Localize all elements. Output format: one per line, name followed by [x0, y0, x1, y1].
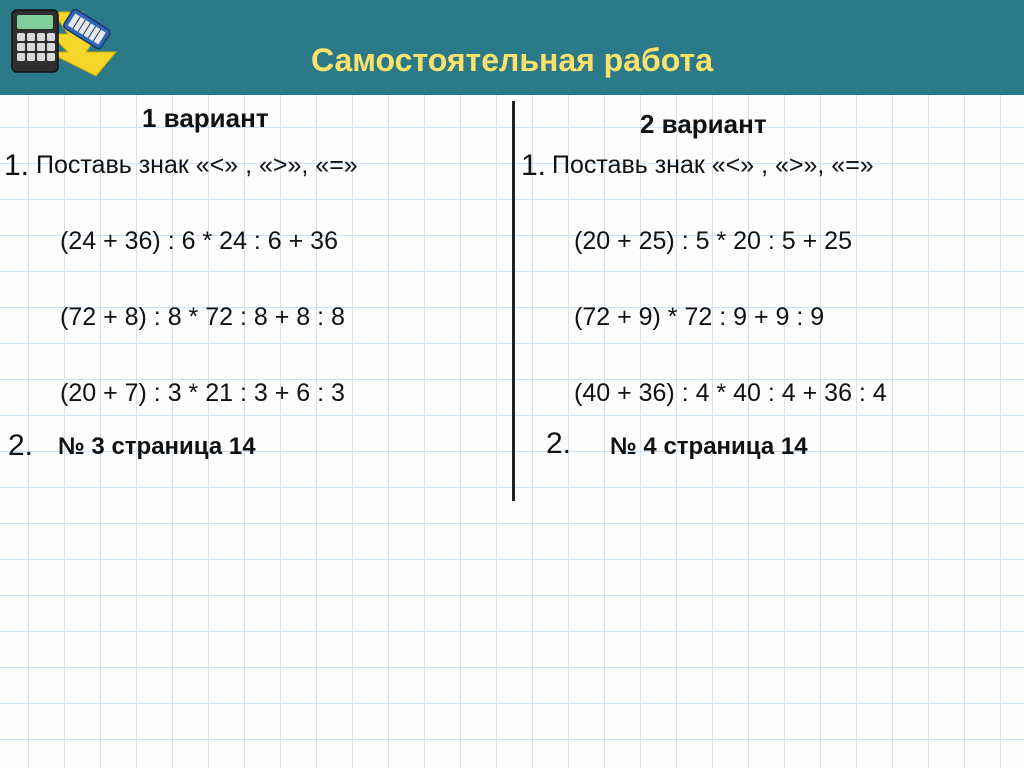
variant2-q1-instruction: Поставь знак «<» , «>», «=» — [552, 151, 874, 180]
variant2-title: 2 вариант — [640, 109, 767, 140]
column-divider — [512, 101, 515, 501]
page-title: Самостоятельная работа — [311, 42, 713, 79]
variant1-expr-1: (24 + 36) : 6 * 24 : 6 + 36 — [60, 227, 338, 256]
variant1-q1-marker: 1. — [4, 149, 29, 183]
variant2-q2-ref: № 4 страница 14 — [610, 433, 808, 461]
calculator-icon — [12, 10, 58, 72]
variant2-expr-3: (40 + 36) : 4 * 40 : 4 + 36 : 4 — [574, 379, 887, 408]
variant2-q2-marker: 2. — [546, 427, 571, 461]
variant2-q1-marker: 1. — [521, 149, 546, 183]
variant2-expr-1: (20 + 25) : 5 * 20 : 5 + 25 — [574, 227, 852, 256]
variant1-q2-marker: 2. — [8, 429, 33, 463]
variant1-expr-3: (20 + 7) : 3 * 21 : 3 + 6 : 3 — [60, 379, 345, 408]
header: Самостоятельная работа — [0, 0, 1024, 95]
variant1-title: 1 вариант — [142, 103, 269, 134]
worksheet-content: 1 вариант 1. Поставь знак «<» , «>», «=»… — [0, 95, 1024, 768]
variant2-expr-2: (72 + 9) * 72 : 9 + 9 : 9 — [574, 303, 824, 332]
decorative-icons — [8, 4, 128, 84]
grid-paper: 1 вариант 1. Поставь знак «<» , «>», «=»… — [0, 95, 1024, 768]
variant1-expr-2: (72 + 8) : 8 * 72 : 8 + 8 : 8 — [60, 303, 345, 332]
variant1-q1-instruction: Поставь знак «<» , «>», «=» — [36, 151, 358, 180]
variant1-q2-ref: № 3 страница 14 — [58, 433, 256, 461]
